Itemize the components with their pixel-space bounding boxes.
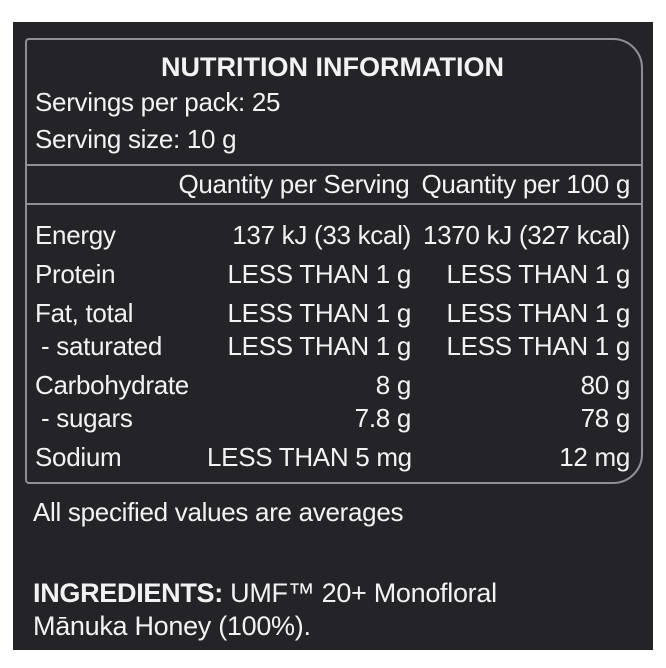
per-serving-value: LESS THAN 1 g — [227, 298, 412, 328]
col-header-per-100g: Quantity per 100 g — [421, 169, 630, 199]
table-row: - sugars 7.8 g 78 g — [35, 402, 630, 435]
per-serving-value: LESS THAN 5 mg — [207, 442, 412, 472]
per-100g-value: 1370 kJ (327 kcal) — [422, 220, 630, 250]
per-100g-value: LESS THAN 1 g — [446, 331, 631, 361]
nutrient-name: Carbohydrate — [35, 370, 189, 400]
nutrient-name: Protein — [35, 259, 116, 289]
col-header-per-serving: Quantity per Serving — [178, 169, 410, 199]
nutrition-label: NUTRITION INFORMATION Servings per pack:… — [13, 22, 653, 650]
table-row: Energy 137 kJ (33 kcal) 1370 kJ (327 kca… — [35, 219, 630, 252]
nutrient-name: Fat, total — [35, 298, 134, 328]
per-serving-value: 7.8 g — [354, 403, 412, 433]
averages-footnote: All specified values are averages — [33, 497, 404, 527]
servings-per-pack-line: Servings per pack: 25 — [35, 87, 281, 117]
divider-top — [27, 164, 641, 166]
per-100g-value: 80 g — [580, 370, 631, 400]
table-row: Carbohydrate 8 g 80 g — [35, 369, 630, 402]
table-row: Protein LESS THAN 1 g LESS THAN 1 g — [35, 258, 630, 291]
nutrition-panel: NUTRITION INFORMATION Servings per pack:… — [25, 38, 643, 484]
ingredients-text: INGREDIENTS: UMF™ 20+ Monofloral Mānuka … — [33, 577, 525, 643]
per-serving-value: 137 kJ (33 kcal) — [232, 220, 411, 250]
serving-size-line: Serving size: 10 g — [35, 124, 237, 154]
table-row: Fat, total LESS THAN 1 g LESS THAN 1 g — [35, 297, 630, 330]
per-100g-value: LESS THAN 1 g — [446, 298, 631, 328]
nutrient-name: - sugars — [41, 403, 133, 433]
per-serving-value: LESS THAN 1 g — [227, 331, 412, 361]
divider-bottom — [27, 203, 641, 205]
nutrition-table: Energy 137 kJ (33 kcal) 1370 kJ (327 kca… — [27, 205, 641, 482]
per-100g-value: 12 mg — [559, 442, 630, 472]
per-100g-value: 78 g — [580, 403, 631, 433]
nutrient-name: - saturated — [41, 331, 162, 361]
per-100g-value: LESS THAN 1 g — [446, 259, 631, 289]
column-headers-row: Quantity per Serving Quantity per 100 g — [27, 166, 641, 203]
panel-header-section: NUTRITION INFORMATION Servings per pack:… — [27, 40, 641, 164]
ingredients-value: UMF™ 20+ Monofloral Mānuka Honey (100%). — [33, 578, 497, 641]
panel-title: NUTRITION INFORMATION — [161, 52, 504, 82]
nutrient-name: Sodium — [35, 442, 122, 472]
ingredients-label: INGREDIENTS: — [33, 578, 223, 608]
table-row: Sodium LESS THAN 5 mg 12 mg — [35, 441, 630, 474]
per-serving-value: 8 g — [375, 370, 412, 400]
table-row: - saturated LESS THAN 1 g LESS THAN 1 g — [35, 330, 630, 363]
per-serving-value: LESS THAN 1 g — [227, 259, 412, 289]
nutrient-name: Energy — [35, 220, 116, 250]
